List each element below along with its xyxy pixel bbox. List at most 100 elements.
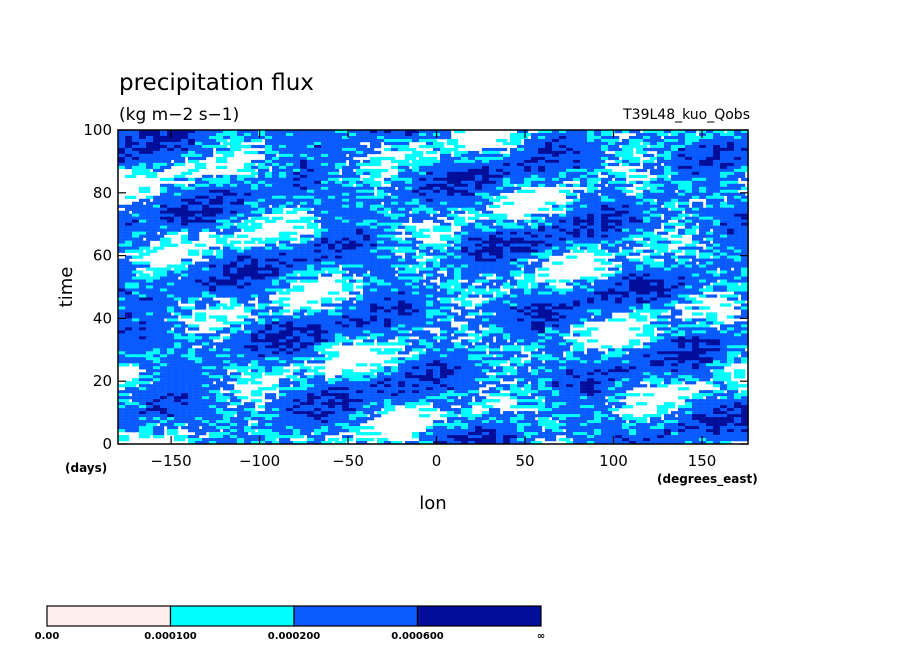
precip-cell <box>258 183 270 188</box>
precip-cell <box>685 255 697 259</box>
precip-cell <box>230 189 242 193</box>
precip-cell <box>433 315 445 319</box>
precip-cell <box>286 315 298 319</box>
precip-cell <box>685 249 697 253</box>
precip-cell <box>153 130 165 134</box>
precip-cell <box>293 339 305 343</box>
precip-cell <box>412 207 424 211</box>
precip-cell <box>118 147 130 152</box>
precip-cell <box>629 228 641 232</box>
precip-cell <box>580 216 592 220</box>
precip-cell <box>209 198 221 202</box>
precip-cell <box>349 225 361 229</box>
precip-cell <box>139 309 151 313</box>
precip-cell <box>328 327 340 331</box>
precip-cell <box>566 174 578 179</box>
precip-cell <box>370 130 382 134</box>
precip-cell <box>160 306 172 310</box>
precip-cell <box>419 201 431 205</box>
precip-cell <box>657 321 669 325</box>
precip-cell <box>363 255 375 259</box>
precip-cell <box>286 159 298 164</box>
precip-cell <box>643 297 655 301</box>
precip-cell <box>615 183 627 188</box>
precip-cell <box>496 252 508 256</box>
precip-cell <box>328 156 340 161</box>
precip-cell <box>132 234 144 238</box>
precip-cell <box>279 174 291 179</box>
precip-cell <box>300 186 312 191</box>
precip-cell <box>258 318 270 322</box>
precip-cell <box>510 321 522 325</box>
precip-cell <box>454 165 466 170</box>
precip-cell <box>699 138 711 143</box>
precip-cell <box>314 318 326 322</box>
precip-cell <box>272 315 284 319</box>
precip-cell <box>405 306 417 310</box>
precip-cell <box>384 130 396 134</box>
precip-cell <box>657 318 669 322</box>
precip-cell <box>132 159 144 164</box>
precip-cell <box>132 162 144 167</box>
precip-cell <box>279 198 291 202</box>
precip-cell <box>699 228 711 232</box>
precip-cell <box>720 189 732 193</box>
precip-cell <box>258 267 270 271</box>
precip-cell <box>566 318 578 322</box>
precip-cell <box>216 177 228 182</box>
precip-cell <box>713 231 725 235</box>
precip-cell <box>559 318 571 322</box>
precip-cell <box>643 183 655 188</box>
precip-cell <box>629 288 641 292</box>
precip-cell <box>426 159 438 164</box>
precip-cell <box>538 327 550 331</box>
precip-cell <box>454 186 466 191</box>
precip-cell <box>118 294 130 298</box>
precip-cell <box>279 264 291 268</box>
precip-cell <box>377 246 389 250</box>
precip-cell <box>650 252 662 256</box>
precip-cell <box>160 273 172 277</box>
precip-cell <box>636 282 648 286</box>
precip-cell <box>671 318 683 322</box>
precip-cell <box>510 222 522 226</box>
precip-cell <box>713 252 725 256</box>
precip-cell <box>734 273 746 277</box>
precip-cell <box>440 312 452 316</box>
precip-cell <box>321 165 333 170</box>
precip-cell <box>517 243 529 247</box>
precip-cell <box>657 147 669 152</box>
precip-cell <box>279 144 291 149</box>
precip-cell <box>538 291 550 295</box>
precip-cell <box>433 180 445 185</box>
precip-cell <box>167 198 179 202</box>
precip-cell <box>251 336 263 340</box>
precip-cell <box>202 333 214 337</box>
precip-cell <box>363 318 375 322</box>
precip-cell <box>461 225 473 229</box>
precip-cell <box>272 237 284 241</box>
precip-cell <box>496 195 508 199</box>
precip-cell <box>391 177 403 182</box>
precip-cell <box>650 309 662 313</box>
precip-cell <box>475 285 487 289</box>
precip-cell <box>440 132 452 137</box>
precip-cell <box>405 192 417 196</box>
precip-cell <box>734 150 746 155</box>
precip-cell <box>356 315 368 319</box>
precip-cell <box>503 201 515 205</box>
precip-cell <box>314 321 326 325</box>
precip-cell <box>272 192 284 196</box>
precip-cell <box>510 330 522 334</box>
precip-cell <box>468 156 480 161</box>
precip-cell <box>573 333 585 337</box>
precip-cell <box>426 306 438 310</box>
precip-cell <box>335 321 347 325</box>
precip-cell <box>153 168 165 173</box>
precip-cell <box>447 216 459 220</box>
precip-cell <box>146 144 158 149</box>
precip-cell <box>552 336 564 340</box>
precip-cell <box>160 240 172 244</box>
precip-cell <box>118 264 130 268</box>
precip-cell <box>608 144 620 149</box>
